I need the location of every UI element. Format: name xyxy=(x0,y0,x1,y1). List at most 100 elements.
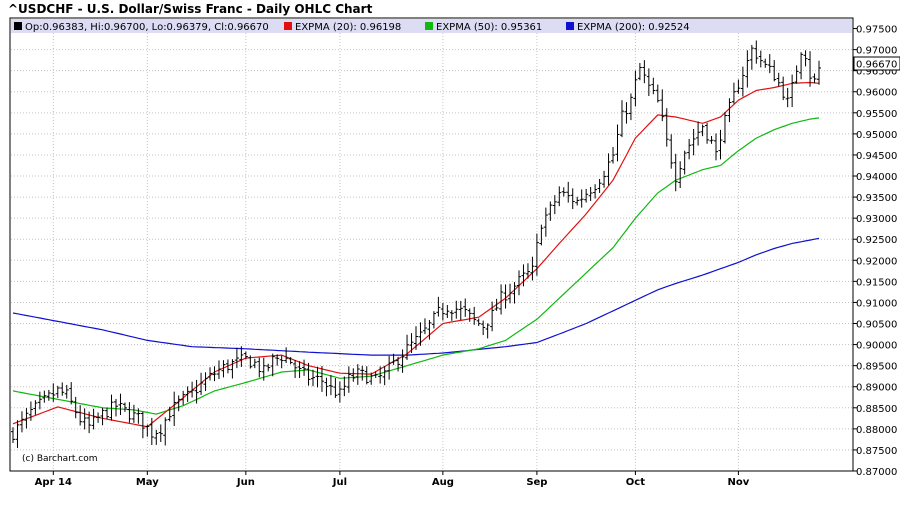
y-tick-label: 0.90500 xyxy=(856,320,897,331)
ohlc-bar xyxy=(552,195,557,215)
ohlc-bar xyxy=(136,408,141,424)
ohlc-bar xyxy=(355,364,360,385)
ohlc-bar xyxy=(740,66,745,97)
y-tick-label: 0.89000 xyxy=(856,383,897,394)
ohlc-bar xyxy=(588,186,593,201)
ohlc-bar xyxy=(243,351,248,360)
ohlc-bar xyxy=(212,366,217,382)
ohlc-bar xyxy=(149,417,154,446)
ohlc-bar xyxy=(525,263,530,279)
ohlc-bar xyxy=(225,359,230,374)
ohlc-bar xyxy=(534,233,539,276)
ohlc-bar xyxy=(781,76,786,101)
ohlc-bar xyxy=(785,87,790,108)
y-tick-label: 0.94500 xyxy=(856,151,897,162)
ohlc-bar xyxy=(579,189,584,208)
ohlc-bar xyxy=(624,102,629,124)
ohlc-bar xyxy=(373,371,378,378)
ohlc-bar xyxy=(140,411,145,439)
ohlc-bar xyxy=(722,112,727,144)
y-tick-label: 0.97000 xyxy=(856,46,897,57)
last-price-box xyxy=(853,56,900,71)
y-tick-label: 0.89500 xyxy=(856,362,897,373)
ohlc-bar xyxy=(333,377,338,398)
ema200-line xyxy=(12,237,820,356)
ohlc-bar xyxy=(593,184,598,199)
ohlc-bar xyxy=(87,411,92,434)
y-tick-label: 0.94000 xyxy=(856,172,897,183)
ohlc-bar xyxy=(619,100,624,138)
legend-text-ema20: EXPMA (20): 0.96198 xyxy=(295,22,401,33)
x-tick-label: Jun xyxy=(236,477,255,488)
y-tick-label: 0.90000 xyxy=(856,341,897,352)
legend-swatch-ema20 xyxy=(284,22,292,30)
ohlc-bar xyxy=(611,147,616,164)
ohlc-bar xyxy=(387,355,392,380)
ohlc-bar xyxy=(606,153,611,186)
ohlc-bar xyxy=(673,153,678,192)
ohlc-bar xyxy=(42,390,47,403)
ohlc-bar xyxy=(378,366,383,384)
ohlc-bar xyxy=(440,302,445,321)
ohlc-bar xyxy=(642,60,647,84)
ohlc-bar xyxy=(194,379,199,404)
ohlc-bar xyxy=(499,284,504,315)
ohlc-bar xyxy=(297,361,302,379)
ohlc-bar xyxy=(678,161,683,189)
y-tick-label: 0.92500 xyxy=(856,235,897,246)
ohlc-bar xyxy=(190,381,195,398)
legend-swatch-ema50 xyxy=(425,22,433,30)
y-tick-label: 0.91500 xyxy=(856,277,897,288)
ohlc-bar xyxy=(261,357,266,381)
ohlc-bar xyxy=(131,404,136,423)
ohlc-bar xyxy=(512,282,517,304)
ohlc-bar xyxy=(718,129,723,160)
y-tick-label: 0.92000 xyxy=(856,256,897,267)
ohlc-bar xyxy=(749,44,754,70)
ohlc-bar xyxy=(257,357,262,378)
legend-swatch-ohlc xyxy=(14,22,22,30)
ohlc-bar xyxy=(105,407,110,420)
ohlc-bar xyxy=(597,178,602,193)
ohlc-bar xyxy=(203,372,208,392)
ohlc-bar xyxy=(731,82,736,104)
ohlc-bar xyxy=(436,296,441,317)
ohlc-bar xyxy=(306,362,311,386)
ohlc-bar xyxy=(427,319,432,340)
ohlc-bar xyxy=(445,305,450,319)
ohlc-bar xyxy=(275,354,280,366)
ohlc-bar xyxy=(655,84,660,103)
ohlc-bar xyxy=(324,377,329,397)
ohlc-bar xyxy=(167,406,172,422)
ohlc-bar xyxy=(154,429,159,445)
ohlc-bar xyxy=(687,138,692,160)
ohlc-bar xyxy=(145,424,150,437)
ohlc-bar xyxy=(216,360,221,380)
ohlc-bar xyxy=(463,298,468,317)
ohlc-bar xyxy=(808,51,813,87)
x-axis-labels: Apr 14 May Jun Jul Aug Sep Oct Nov xyxy=(35,471,750,488)
ohlc-bar xyxy=(369,372,374,385)
ohlc-bar xyxy=(252,358,257,369)
ohlc-bar xyxy=(637,63,642,81)
ohlc-bar xyxy=(163,417,168,446)
ohlc-bar xyxy=(803,50,808,67)
ohlc-bar xyxy=(705,122,710,144)
last-price-label: 0.96670 xyxy=(856,60,897,71)
ohlc-bar xyxy=(24,408,29,429)
ohlc-bar xyxy=(682,150,687,175)
ohlc-bar xyxy=(118,393,123,416)
legend-text-ema50: EXPMA (50): 0.95361 xyxy=(436,22,542,33)
ohlc-bar xyxy=(414,326,418,350)
ohlc-bar xyxy=(467,308,472,322)
x-tick-label: Aug xyxy=(432,477,454,488)
ohlc-bar xyxy=(270,353,275,377)
ohlc-bar xyxy=(28,401,33,421)
ohlc-bar xyxy=(763,58,768,68)
ohlc-bar xyxy=(696,121,701,146)
ohlc-bar xyxy=(508,283,513,304)
ohlc-bar xyxy=(490,301,495,332)
ohlc-bar xyxy=(570,188,575,210)
ohlc-bar xyxy=(100,407,105,426)
ohlc-bar xyxy=(485,323,490,339)
